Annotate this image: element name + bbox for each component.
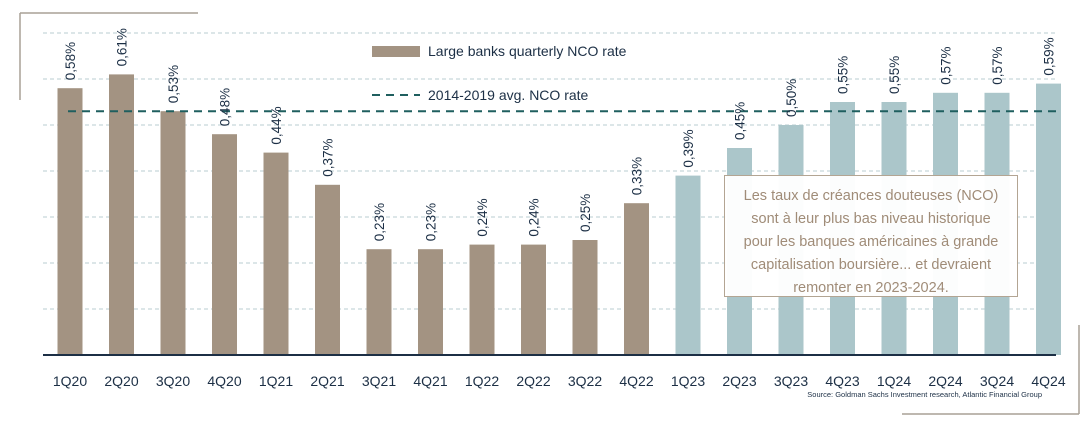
value-label-1Q21: 0,44%	[269, 106, 284, 144]
bar-3Q21	[366, 249, 392, 355]
bar-2Q20	[109, 74, 134, 356]
value-label-4Q23: 0,55%	[836, 56, 851, 94]
value-label-2Q21: 0,37%	[321, 139, 336, 177]
x-tick-label-3Q24: 3Q24	[980, 373, 1014, 389]
legend: Large banks quarterly NCO rate 2014-2019…	[372, 43, 627, 103]
bar-1Q22	[469, 244, 495, 355]
x-tick-label-1Q22: 1Q22	[465, 373, 499, 389]
value-label-4Q24: 0,59%	[1042, 37, 1057, 75]
value-label-2Q20: 0,61%	[115, 28, 130, 66]
value-label-3Q24: 0,57%	[990, 47, 1005, 85]
x-tick-label-2Q21: 2Q21	[310, 373, 344, 389]
legend-label-average: 2014-2019 avg. NCO rate	[428, 87, 589, 103]
x-tick-label-4Q20: 4Q20	[207, 373, 241, 389]
bar-4Q21	[418, 249, 443, 355]
annotation-line: pour les banques américaines à grande	[743, 234, 999, 250]
bar-4Q22	[624, 203, 649, 355]
x-tick-label-3Q21: 3Q21	[362, 373, 396, 389]
bar-3Q22	[572, 240, 598, 355]
value-label-2Q22: 0,24%	[527, 198, 542, 236]
source-note: Source: Goldman Sachs Investment researc…	[807, 390, 1042, 399]
value-label-1Q24: 0,55%	[887, 56, 902, 94]
value-label-3Q21: 0,23%	[372, 203, 387, 241]
value-label-2Q24: 0,57%	[939, 47, 954, 85]
value-label-1Q23: 0,39%	[681, 129, 696, 167]
x-tick-label-4Q23: 4Q23	[825, 373, 859, 389]
annotation-line: capitalisation boursière... et devraient	[750, 257, 992, 273]
x-tick-label-4Q22: 4Q22	[619, 373, 653, 389]
value-label-2Q23: 0,45%	[733, 102, 748, 140]
x-tick-label-2Q22: 2Q22	[516, 373, 550, 389]
bar-1Q23	[675, 175, 701, 355]
value-label-4Q22: 0,33%	[630, 157, 645, 195]
value-label-1Q20: 0,58%	[63, 42, 78, 80]
legend-label-bars: Large banks quarterly NCO rate	[428, 43, 627, 59]
bar-4Q24	[1036, 83, 1061, 355]
x-tick-label-1Q23: 1Q23	[671, 373, 705, 389]
x-tick-label-2Q20: 2Q20	[104, 373, 138, 389]
annotation-line: sont à leur plus bas niveau historique	[751, 211, 991, 227]
x-tick-label-4Q24: 4Q24	[1031, 373, 1065, 389]
annotation-line: Les taux de créances douteuses (NCO)	[743, 188, 999, 204]
value-label-3Q22: 0,25%	[578, 194, 593, 232]
bar-4Q20	[212, 134, 237, 355]
bar-1Q21	[263, 152, 289, 355]
value-label-1Q22: 0,24%	[475, 198, 490, 236]
value-label-3Q23: 0,50%	[784, 79, 799, 117]
x-tick-label-1Q21: 1Q21	[259, 373, 293, 389]
x-tick-label-2Q24: 2Q24	[928, 373, 962, 389]
x-tick-label-3Q20: 3Q20	[156, 373, 190, 389]
x-tick-label-1Q24: 1Q24	[877, 373, 911, 389]
legend-swatch-bars	[372, 46, 420, 57]
annotation-box: Les taux de créances douteuses (NCO) son…	[724, 175, 1018, 297]
x-tick-label-2Q23: 2Q23	[722, 373, 756, 389]
value-label-4Q20: 0,48%	[218, 88, 233, 126]
value-label-4Q21: 0,23%	[424, 203, 439, 241]
bar-1Q20	[57, 88, 83, 355]
value-label-3Q20: 0,53%	[166, 65, 181, 103]
x-tick-label-3Q22: 3Q22	[568, 373, 602, 389]
x-tick-label-3Q23: 3Q23	[774, 373, 808, 389]
bar-2Q21	[315, 184, 340, 355]
bar-2Q22	[521, 244, 546, 355]
annotation-line: remonter en 2023-2024.	[793, 280, 949, 296]
x-tick-label-1Q20: 1Q20	[53, 373, 87, 389]
bar-3Q20	[160, 111, 186, 355]
x-tick-label-4Q21: 4Q21	[413, 373, 447, 389]
